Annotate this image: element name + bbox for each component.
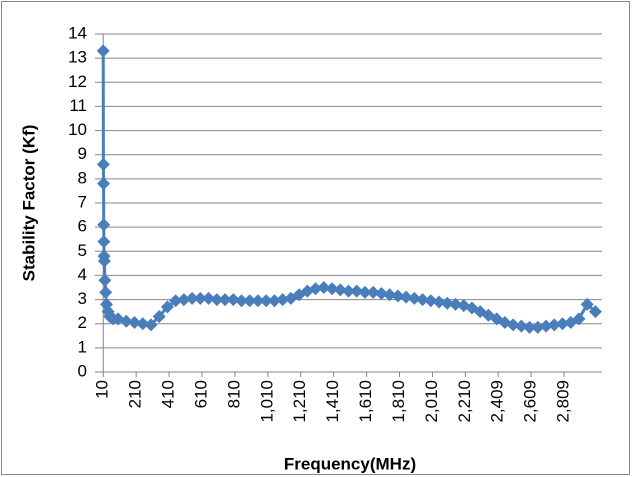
marker bbox=[539, 319, 553, 333]
marker bbox=[185, 291, 199, 305]
marker bbox=[152, 309, 166, 323]
x-tick-label: 410 bbox=[159, 380, 178, 408]
marker bbox=[276, 293, 290, 307]
y-tick-label: 13 bbox=[68, 48, 87, 67]
marker bbox=[267, 294, 281, 308]
marker bbox=[96, 157, 110, 171]
marker bbox=[448, 297, 462, 311]
marker bbox=[424, 294, 438, 308]
marker bbox=[144, 318, 158, 332]
marker bbox=[98, 273, 112, 287]
y-tick-label: 0 bbox=[78, 361, 87, 380]
y-axis-title: Stability Factor (Kf) bbox=[19, 125, 38, 282]
marker bbox=[259, 294, 273, 308]
x-tick-label: 2,210 bbox=[455, 380, 474, 423]
marker bbox=[547, 318, 561, 332]
x-tick-label: 10 bbox=[93, 380, 112, 399]
y-tick-label: 9 bbox=[78, 144, 87, 163]
marker bbox=[358, 285, 372, 299]
marker bbox=[202, 291, 216, 305]
marker bbox=[506, 318, 520, 332]
y-tick-label: 10 bbox=[68, 120, 87, 139]
x-tick-label: 1,810 bbox=[389, 380, 408, 423]
x-tick-label: 2,809 bbox=[553, 380, 572, 423]
marker bbox=[588, 305, 602, 319]
marker bbox=[416, 293, 430, 307]
marker bbox=[391, 289, 405, 303]
marker bbox=[235, 294, 249, 308]
marker bbox=[580, 297, 594, 311]
marker bbox=[325, 282, 339, 296]
x-tick-label: 2,609 bbox=[521, 380, 540, 423]
marker bbox=[366, 285, 380, 299]
x-tick-label: 1,210 bbox=[290, 380, 309, 423]
marker bbox=[572, 312, 586, 326]
x-tick-label: 610 bbox=[191, 380, 210, 408]
y-tick-label: 14 bbox=[68, 23, 87, 42]
marker bbox=[169, 294, 183, 308]
marker bbox=[160, 300, 174, 314]
y-tick-label: 1 bbox=[78, 337, 87, 356]
marker bbox=[317, 281, 331, 294]
marker bbox=[251, 294, 265, 308]
marker bbox=[555, 317, 569, 331]
x-tick-label: 1,610 bbox=[356, 380, 375, 423]
x-tick-label: 2,409 bbox=[488, 380, 507, 423]
marker bbox=[210, 293, 224, 307]
x-axis-title: Frequency(MHz) bbox=[284, 454, 416, 473]
marker bbox=[531, 320, 545, 334]
marker bbox=[136, 317, 150, 331]
marker bbox=[383, 288, 397, 302]
marker bbox=[374, 287, 388, 301]
marker bbox=[97, 177, 111, 191]
y-tick-label: 6 bbox=[78, 217, 87, 236]
marker bbox=[99, 285, 113, 299]
marker bbox=[96, 44, 110, 58]
x-tick-label: 210 bbox=[126, 380, 145, 408]
marker bbox=[97, 235, 111, 249]
x-tick-label: 1,010 bbox=[257, 380, 276, 423]
y-tick-label: 2 bbox=[78, 313, 87, 332]
x-tick-label: 2,010 bbox=[422, 380, 441, 423]
marker bbox=[514, 319, 528, 333]
y-tick-label: 12 bbox=[68, 72, 87, 91]
y-tick-label: 4 bbox=[78, 265, 87, 284]
marker bbox=[333, 283, 347, 297]
marker bbox=[128, 316, 142, 330]
marker bbox=[218, 293, 232, 307]
y-tick-label: 11 bbox=[69, 96, 87, 115]
marker bbox=[440, 296, 454, 310]
marker bbox=[342, 284, 355, 298]
marker bbox=[309, 282, 323, 296]
y-tick-label: 8 bbox=[78, 168, 87, 187]
x-tick-label: 1,410 bbox=[323, 380, 342, 423]
marker bbox=[350, 284, 364, 298]
marker bbox=[119, 314, 133, 328]
y-tick-label: 3 bbox=[78, 289, 87, 308]
marker bbox=[243, 294, 257, 308]
y-tick-label: 7 bbox=[78, 192, 87, 211]
marker bbox=[177, 293, 191, 307]
x-tick-label: 810 bbox=[224, 380, 243, 408]
marker bbox=[193, 291, 207, 305]
marker bbox=[432, 295, 446, 309]
marker bbox=[226, 293, 240, 307]
y-tick-label: 5 bbox=[78, 241, 87, 260]
marker bbox=[407, 291, 421, 305]
marker bbox=[523, 320, 537, 334]
marker bbox=[97, 254, 111, 268]
marker bbox=[399, 290, 413, 304]
marker bbox=[97, 218, 111, 232]
